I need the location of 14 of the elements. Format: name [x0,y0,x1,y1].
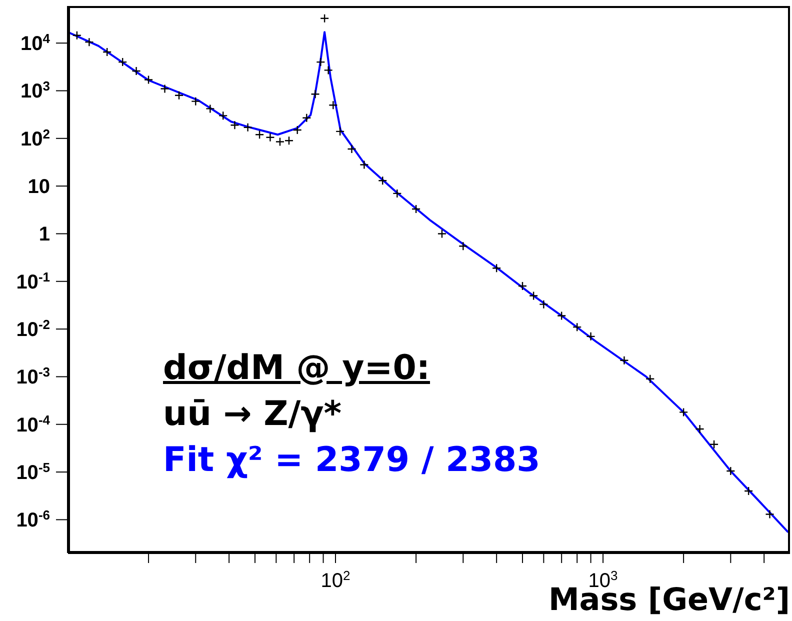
annotation: Fit χ² = 2379 / 2383 [163,439,540,482]
y-tick-label: 10$^{-2}$ [16,316,50,342]
y-tick-label: 10$^{-1}$ [16,268,50,294]
y-tick-label: 1 [38,224,50,246]
annotation: uū → Z/γ* [163,393,343,436]
y-tick-label: 10$^{-5}$ [16,460,50,484]
y-tick-label: 10$^{-4}$ [16,412,51,436]
annotation: dσ/dM @ y=0: [163,347,431,390]
y-tick-label: 10$^{2}$ [20,126,50,150]
y-tick-label: 10$^{-6}$ [16,507,50,532]
y-tick-label: 10$^{-3}$ [16,364,50,389]
y-tick-label: 10 [28,176,50,198]
y-tick-label: 10$^{4}$ [20,30,51,56]
y-tick-label: 10$^{3}$ [20,78,50,103]
